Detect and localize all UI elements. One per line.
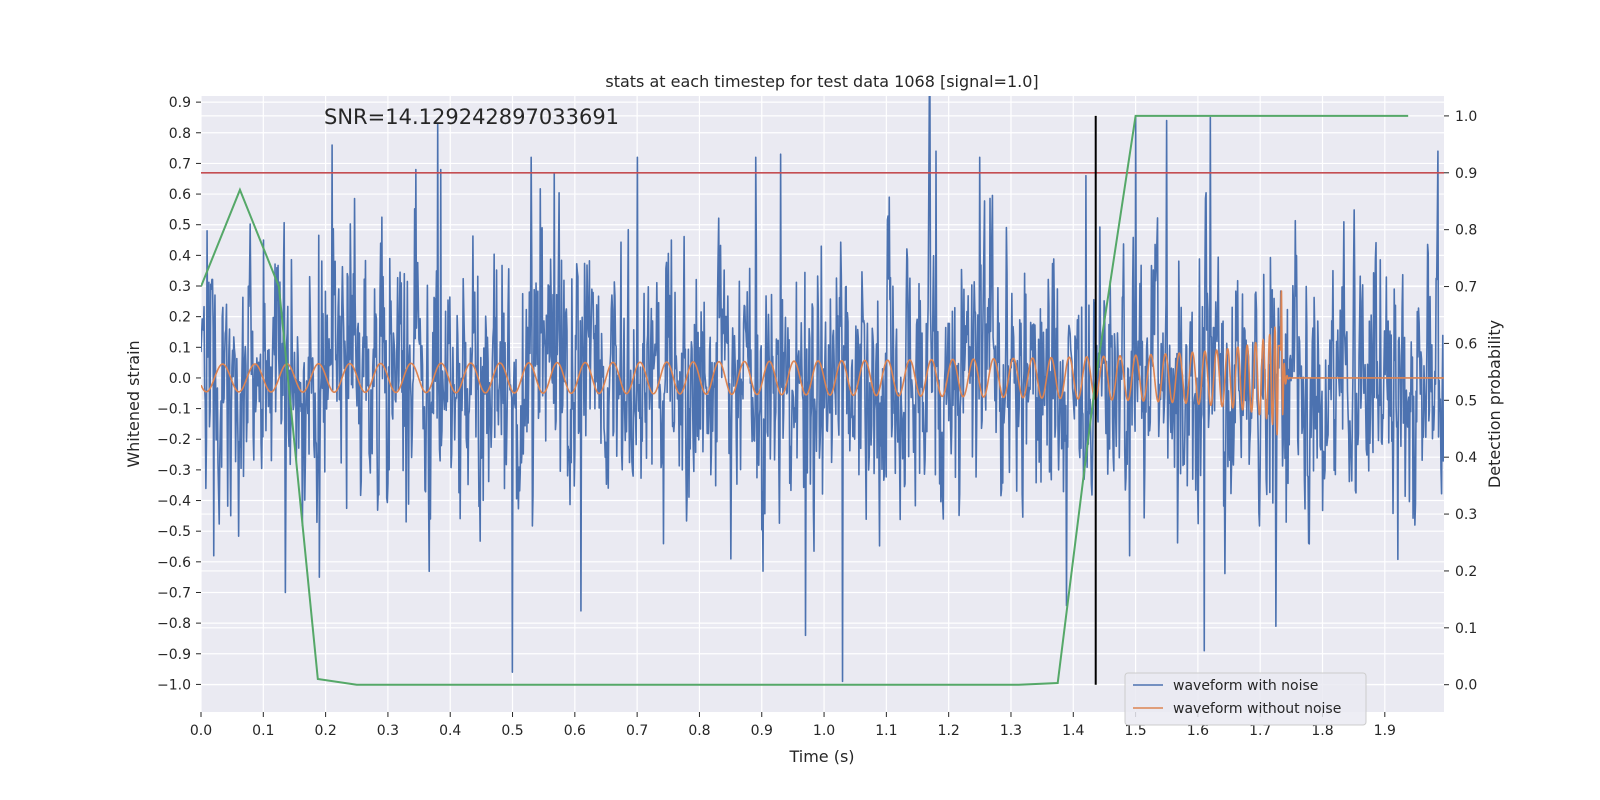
x-tick-label: 1.5 [1124, 723, 1146, 739]
plot-area [201, 96, 1444, 686]
y2-tick-label: 0.4 [1455, 450, 1477, 466]
y2-tick-label: 0.2 [1455, 564, 1477, 580]
snr-annotation: SNR=14.129242897033691 [324, 105, 619, 129]
series-line-waveform-without-noise [201, 290, 1444, 436]
x-tick-label: 1.6 [1187, 723, 1209, 739]
series-line-waveform-with-noise [201, 96, 1444, 683]
y-tick-label: −0.6 [157, 555, 191, 571]
y-tick-label: 0.8 [169, 126, 191, 142]
chart-title: stats at each timestep for test data 106… [605, 72, 1038, 91]
x-tick-label: 0.3 [377, 723, 399, 739]
x-tick-label: 0.6 [564, 723, 586, 739]
x-tick-label: 0.8 [688, 723, 710, 739]
x-tick-label: 1.9 [1374, 723, 1396, 739]
x-tick-label: 1.2 [938, 723, 960, 739]
y2-axis-ticks: 1.0 0.9 0.8 0.7 0.6 0.5 0.4 0.3 0.2 0.1 0.0 [1444, 109, 1477, 694]
x-tick-label: 1.7 [1249, 723, 1271, 739]
series-line-detection-probability [201, 114, 1409, 686]
y2-tick-label: 0.3 [1455, 507, 1477, 523]
y2-tick-label: 1.0 [1455, 109, 1477, 125]
legend-box [1124, 672, 1367, 726]
y2-tick-label: 0.0 [1455, 678, 1477, 694]
y-tick-label: 0.9 [169, 95, 191, 111]
x-tick-label: 1.1 [875, 723, 897, 739]
x-tick-label: 1.3 [1000, 723, 1022, 739]
y-tick-label: 0.6 [169, 187, 191, 203]
y2-tick-label: 0.9 [1455, 166, 1477, 182]
y-axis-ticks: 0.9 0.8 0.7 0.6 0.5 0.4 0.3 0.2 0.1 0.0 −0.1 −0.2 −0… [157, 95, 201, 693]
x-tick-label: 1.8 [1311, 723, 1333, 739]
x-tick-label: 0.0 [190, 723, 212, 739]
y-tick-label: −1.0 [157, 677, 191, 693]
y2-tick-label: 0.1 [1455, 621, 1477, 637]
x-axis-ticks: 0.0 0.1 0.2 0.3 0.4 0.5 0.6 0.7 0.8 0.9 1.0 1.1 1.2 1… [190, 712, 1396, 739]
legend: waveform with noise waveform without noi… [1124, 672, 1367, 726]
y-tick-label: −0.4 [157, 494, 191, 510]
legend-label-waveform-with-noise: waveform with noise [1173, 678, 1318, 694]
x-tick-label: 1.0 [813, 723, 835, 739]
x-tick-label: 0.1 [252, 723, 274, 739]
y-tick-label: 0.4 [169, 248, 191, 264]
y2-tick-label: 0.5 [1455, 393, 1477, 409]
y-tick-label: 0.7 [169, 156, 191, 172]
y2-tick-label: 0.8 [1455, 223, 1477, 239]
y-tick-label: −0.5 [157, 524, 191, 540]
x-tick-label: 0.7 [626, 723, 648, 739]
y-tick-label: 0.2 [169, 310, 191, 326]
x-tick-label: 0.9 [751, 723, 773, 739]
y-tick-label: 0.3 [169, 279, 191, 295]
y-tick-label: 0.0 [169, 371, 191, 387]
x-tick-label: 1.4 [1062, 723, 1084, 739]
y-tick-label: −0.8 [157, 616, 191, 632]
y2-axis-label: Detection probability [1485, 320, 1504, 488]
y-axis-label: Whitened strain [124, 340, 143, 467]
y-tick-label: −0.3 [157, 463, 191, 479]
x-tick-label: 0.2 [314, 723, 336, 739]
x-axis-label: Time (s) [788, 747, 854, 766]
y-tick-label: −0.7 [157, 585, 191, 601]
x-tick-label: 0.5 [501, 723, 523, 739]
y-tick-label: 0.5 [169, 218, 191, 234]
y2-tick-label: 0.7 [1455, 280, 1477, 296]
y-tick-label: 0.1 [169, 340, 191, 356]
x-tick-label: 0.4 [439, 723, 461, 739]
legend-label-waveform-without-noise: waveform without noise [1173, 701, 1341, 717]
y-tick-label: −0.9 [157, 647, 191, 663]
y2-tick-label: 0.6 [1455, 336, 1477, 352]
y-tick-label: −0.2 [157, 432, 191, 448]
y-tick-label: −0.1 [157, 402, 191, 418]
